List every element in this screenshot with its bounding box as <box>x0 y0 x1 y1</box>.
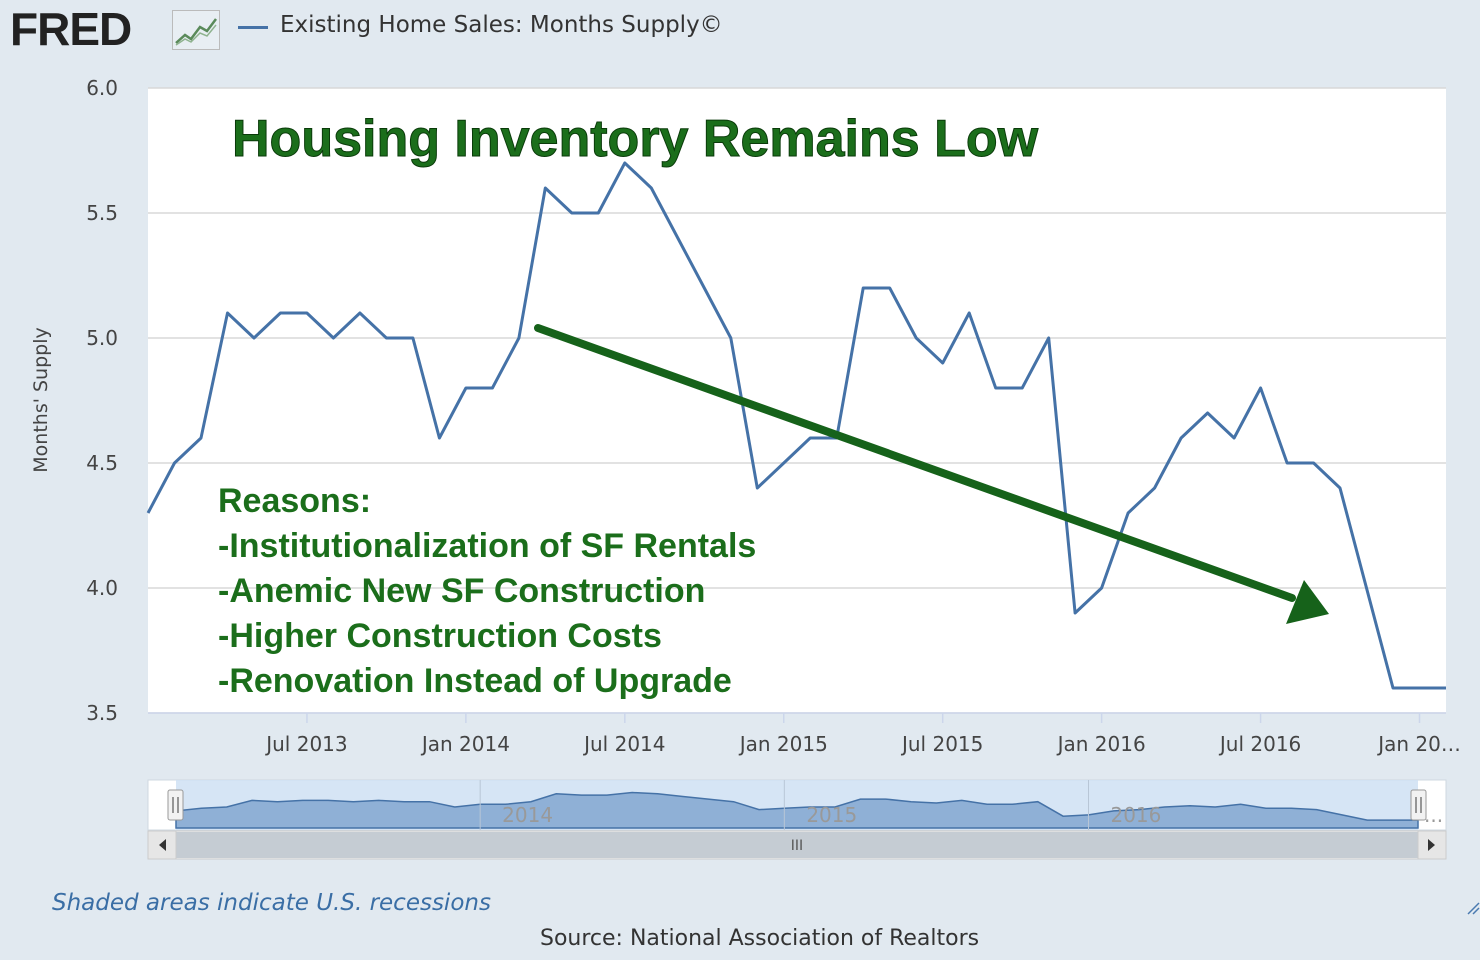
gridlines <box>148 87 1446 714</box>
y-axis-label: Months' Supply <box>30 327 52 472</box>
scroll-right-button[interactable] <box>1417 830 1447 860</box>
annotation-title: Housing Inventory Remains Low <box>232 110 1039 168</box>
navigator-left-handle[interactable] <box>167 789 184 821</box>
navigator-ellipsis: ... <box>1424 803 1443 827</box>
x-tick-label: Jan 2014 <box>420 732 510 756</box>
y-tick-label: 5.0 <box>86 326 118 350</box>
x-tick-label: Jul 2016 <box>1218 732 1301 756</box>
series-line[interactable] <box>146 161 1446 690</box>
plot-area <box>148 88 1446 713</box>
scroll-right-arrow-icon <box>1428 839 1435 851</box>
y-tick-label: 4.5 <box>86 451 118 475</box>
source-note: Source: National Association of Realtors <box>540 926 980 951</box>
series-line-group <box>146 161 1446 690</box>
navigator-year-labels: 2014 2015 2016 <box>479 780 1161 830</box>
x-axis-ticks: Jul 2013 Jan 2014 Jul 2014 Jan 2015 Jul 2015… <box>264 713 1461 756</box>
scrollbar-thumb[interactable] <box>176 832 1418 858</box>
navigator-right-handle[interactable] <box>1410 789 1427 821</box>
scroll-left-arrow-icon <box>159 839 166 851</box>
trend-arrow-shaft <box>534 324 1296 602</box>
y-axis-ticks: 3.5 4.0 4.5 5.0 5.5 6.0 <box>86 76 118 725</box>
trend-arrow <box>534 324 1329 624</box>
x-tick-label: Jul 2013 <box>264 732 347 756</box>
resize-corner-icon[interactable] <box>1467 902 1480 915</box>
reason-item: -Higher Construction Costs <box>218 617 662 655</box>
fred-logo[interactable]: FRED <box>10 3 132 55</box>
reason-item: -Anemic New SF Construction <box>218 572 705 610</box>
navigator-series-area <box>175 791 1419 829</box>
x-tick-label: Jul 2015 <box>900 732 983 756</box>
x-tick-label: Jul 2014 <box>582 732 665 756</box>
x-tick-label: Jan 2016 <box>1056 732 1146 756</box>
y-tick-label: 5.5 <box>86 201 118 225</box>
navigator-year-label: 2014 <box>502 803 553 827</box>
scroll-left-button[interactable] <box>147 830 177 860</box>
scrollbar-grip: III <box>791 838 803 854</box>
scrollbar[interactable]: III <box>147 830 1447 860</box>
navigator-year-label: 2015 <box>806 803 857 827</box>
y-tick-label: 3.5 <box>86 701 118 725</box>
recession-note: Shaded areas indicate U.S. recessions <box>52 890 491 916</box>
x-tick-label: Jan 20… <box>1376 732 1461 756</box>
chart-header: FRED Existing Home Sales: Months Supply© <box>0 0 1480 60</box>
chart-title: Existing Home Sales: Months Supply© <box>280 12 723 38</box>
y-tick-label: 4.0 <box>86 576 118 600</box>
fred-graph-icon <box>172 10 220 50</box>
reasons-list: Reasons: -Institutionalization of SF Rent… <box>218 482 756 700</box>
reason-item: -Renovation Instead of Upgrade <box>218 662 732 700</box>
trend-arrow-head <box>1286 580 1329 624</box>
legend-line-swatch <box>238 26 268 29</box>
y-tick-label: 6.0 <box>86 76 118 100</box>
navigator[interactable]: 2014 2015 2016 ... <box>147 779 1447 831</box>
x-tick-label: Jan 2015 <box>738 732 828 756</box>
reason-item: -Institutionalization of SF Rentals <box>218 527 756 565</box>
reasons-heading: Reasons: <box>218 482 371 520</box>
navigator-year-label: 2016 <box>1110 803 1161 827</box>
